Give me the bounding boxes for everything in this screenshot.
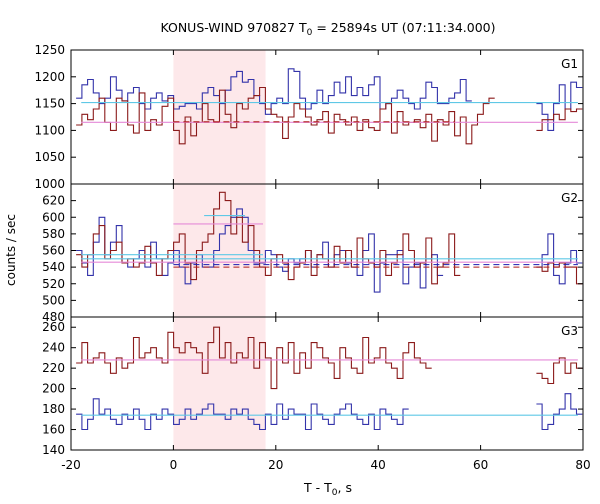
title-suffix: = 25894s UT (07:11:34.000) bbox=[312, 20, 495, 35]
x-tick-label: 20 bbox=[268, 458, 283, 472]
x-axis-label: T - T0, s bbox=[303, 480, 352, 498]
y-tick-label: 260 bbox=[42, 320, 65, 334]
y-tick-label: 580 bbox=[42, 227, 65, 241]
y-tick-label: 140 bbox=[42, 443, 65, 457]
g2-red-step-series-2 bbox=[76, 191, 461, 285]
g3-panel-frame bbox=[70, 316, 584, 451]
y-tick-label: 1000 bbox=[34, 177, 65, 191]
y-tick-label: 1100 bbox=[34, 123, 65, 137]
g2-blue-step-series-1 bbox=[536, 233, 583, 285]
y-tick-label: 160 bbox=[42, 423, 65, 437]
x-tick-label: 60 bbox=[473, 458, 488, 472]
y-tick-label: 1050 bbox=[34, 150, 65, 164]
y-tick-label: 240 bbox=[42, 341, 65, 355]
y-tick-label: 1250 bbox=[34, 43, 65, 57]
g3-blue-step-series-0 bbox=[76, 398, 409, 431]
g3-blue-step-series-1 bbox=[536, 393, 583, 431]
y-tick-label: 600 bbox=[42, 210, 65, 224]
title-subscript: 0 bbox=[307, 28, 313, 38]
g1-red-step-series-3 bbox=[536, 108, 583, 131]
y-tick-label: 1150 bbox=[34, 97, 65, 111]
x-tick-label: -20 bbox=[61, 458, 81, 472]
g1-panel-frame bbox=[70, 49, 584, 185]
g2-panel-frame bbox=[70, 183, 584, 318]
g1-blue-step-series-1 bbox=[536, 81, 583, 131]
xlabel-subscript: 0 bbox=[332, 488, 338, 498]
y-tick-label: 480 bbox=[42, 310, 65, 324]
x-tick-label: 80 bbox=[575, 458, 590, 472]
y-tick-label: 200 bbox=[42, 382, 65, 396]
y-tick-label: 1200 bbox=[34, 70, 65, 84]
g3-red-step-series-2 bbox=[76, 326, 432, 390]
panel-label-g1: G1 bbox=[561, 57, 578, 71]
g1-blue-step-series-0 bbox=[76, 68, 472, 115]
y-tick-label: 180 bbox=[42, 402, 65, 416]
panel-label-g3: G3 bbox=[561, 324, 578, 338]
g3-red-step-series-3 bbox=[536, 357, 583, 385]
xlabel-suffix: , s bbox=[338, 480, 352, 495]
y-axis-label: counts / sec bbox=[4, 214, 18, 286]
plot-layer: 1000 1050 1100 1150 1200 1250 G1 480 500 520 540 56… bbox=[34, 43, 590, 472]
title-prefix: KONUS-WIND 970827 T bbox=[160, 20, 306, 35]
y-tick-label: 500 bbox=[42, 293, 65, 307]
xlabel-prefix: T - T bbox=[303, 480, 332, 495]
y-tick-label: 220 bbox=[42, 361, 65, 375]
x-tick-label: 40 bbox=[371, 458, 386, 472]
y-tick-label: 560 bbox=[42, 244, 65, 258]
y-tick-label: 620 bbox=[42, 194, 65, 208]
chart-title: KONUS-WIND 970827 T0 = 25894s UT (07:11:… bbox=[160, 20, 495, 38]
g1-red-step-series-2 bbox=[76, 86, 495, 145]
panel-label-g2: G2 bbox=[561, 191, 578, 205]
y-tick-label: 520 bbox=[42, 277, 65, 291]
y-tick-label: 540 bbox=[42, 260, 65, 274]
x-tick-label: 0 bbox=[170, 458, 178, 472]
